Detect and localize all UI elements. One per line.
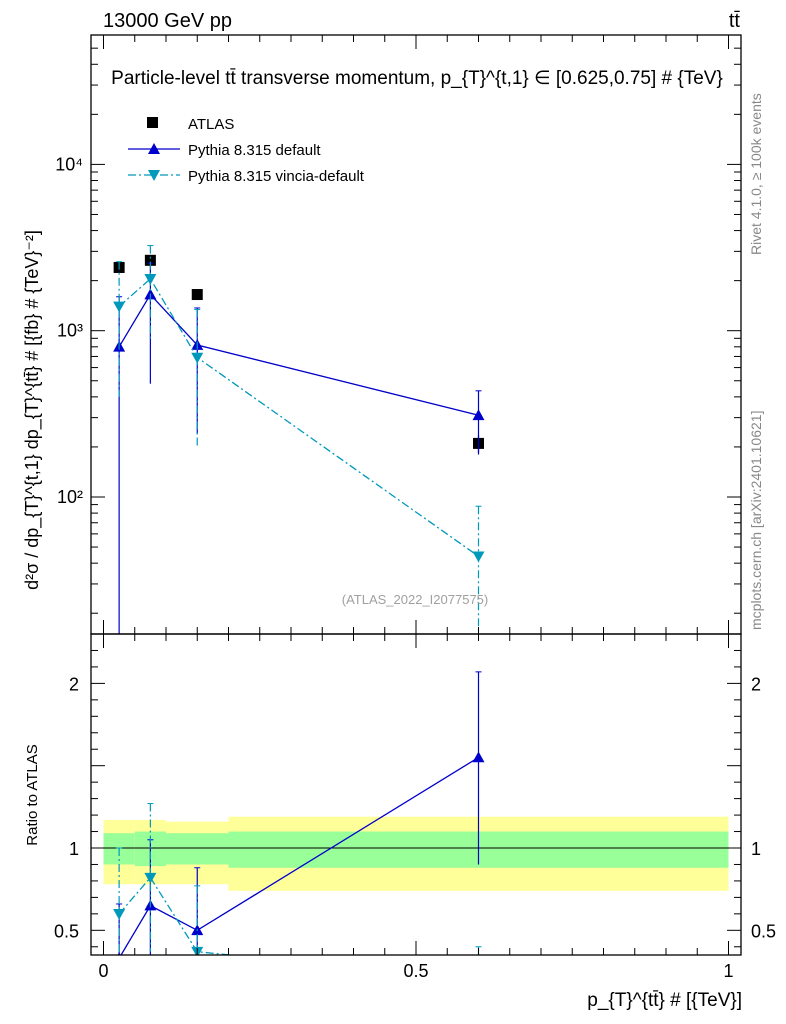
ratio-vincia-data-point <box>144 872 157 884</box>
main-y-axis-title: d²σ / dp_{T}^{t,1} dp_{T}^{tt̄} # [{fb} … <box>22 230 43 590</box>
ratio-y-tick-label: 2 <box>69 674 79 694</box>
x-tick-label: 1 <box>723 961 733 981</box>
ratio-series-layer <box>113 671 485 986</box>
ratio-y-tick-label: 1 <box>69 839 79 859</box>
legend: ATLAS Pythia 8.315 default Pythia 8.315 … <box>128 116 365 185</box>
ratio-frame <box>90 633 742 956</box>
ratio-uncertainty-bands <box>91 816 741 891</box>
vincia-series-line <box>118 277 479 557</box>
process-label: tt̄ <box>729 10 741 32</box>
ratio-y-axis-title: Ratio to ATLAS <box>24 744 41 845</box>
ratio-y-tick-label-right: 0.5 <box>751 921 776 941</box>
legend-atlas-marker <box>147 117 158 128</box>
ratio-vincia-data-point <box>113 909 126 920</box>
vincia-data-point <box>144 274 157 285</box>
atlas-data-point <box>144 254 156 266</box>
stat-uncertainty-band <box>166 833 229 865</box>
ratio-default-data-point <box>117 952 121 955</box>
energy-label: 13000 GeV pp <box>103 10 232 32</box>
ratio-default-line <box>120 756 479 955</box>
axes-layer: 10² 10³ 10⁴ 0 0.5 1 0.5 0.5 1 1 2 2 <box>54 34 776 981</box>
legend-default-marker <box>148 143 160 154</box>
atlas-data-point <box>191 289 203 301</box>
mcplots-label: mcplots.cern.ch [arXiv:2401.10621] <box>748 411 764 630</box>
x-tick-label: 0 <box>98 961 108 981</box>
legend-default-label: Pythia 8.315 default <box>188 142 321 159</box>
ratio-default-data-point <box>472 751 485 763</box>
chart-title: Particle-level tt̄ transverse momentum, … <box>111 68 723 89</box>
vincia-data-point <box>191 352 204 364</box>
main-y-tick-label: 10⁴ <box>55 154 83 174</box>
legend-atlas-label: ATLAS <box>188 116 234 133</box>
main-y-tick-label: 10² <box>57 487 83 507</box>
x-tick-label: 0.5 <box>403 961 428 981</box>
ratio-y-tick-label-right: 1 <box>751 839 761 859</box>
ratio-vincia-line <box>118 876 237 955</box>
legend-vincia-label: Pythia 8.315 vincia-default <box>188 168 365 185</box>
vincia-data-point <box>113 301 126 313</box>
default-series-line <box>118 293 479 416</box>
legend-vincia-marker <box>148 170 160 181</box>
vincia-data-point <box>472 551 485 563</box>
ratio-y-tick-label: 0.5 <box>54 921 79 941</box>
main-y-tick-label: 10³ <box>57 321 83 341</box>
x-axis-title: p_{T}^{tt̄} # [{TeV}] <box>587 990 742 1011</box>
rivet-version-label: Rivet 4.1.0, ≥ 100k events <box>748 93 764 255</box>
ratio-vincia-data-point <box>473 975 485 986</box>
default-data-point <box>472 409 485 421</box>
ratio-y-tick-label-right: 2 <box>751 674 761 694</box>
analysis-watermark: (ATLAS_2022_I2077575) <box>342 592 488 607</box>
main-series-layer <box>113 245 485 634</box>
